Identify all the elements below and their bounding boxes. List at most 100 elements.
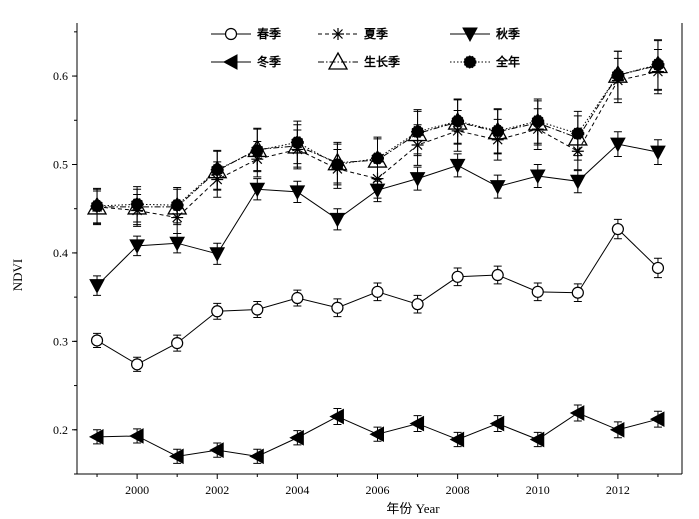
- legend-marker: [327, 51, 349, 70]
- axes-layer: 0.2 0.3 0.4 0.5 0.6 2000 2002 2004 2006 2008 2010 2…: [53, 31, 659, 497]
- x-tick-label: 2000: [125, 483, 149, 497]
- data-point: [409, 415, 425, 432]
- series-3: [88, 404, 665, 465]
- data-point: [249, 448, 264, 465]
- data-point: [569, 174, 586, 190]
- data-point: [291, 291, 304, 305]
- legend-label: 春季: [256, 26, 282, 41]
- data-point: [331, 301, 344, 314]
- data-point: [531, 114, 545, 128]
- data-point: [90, 199, 104, 213]
- x-tick-label: 2004: [285, 483, 309, 497]
- data-point: [89, 279, 105, 294]
- data-point: [451, 114, 465, 128]
- data-point: [209, 442, 224, 458]
- data-point: [611, 68, 625, 82]
- x-tick-label: 2008: [446, 483, 470, 497]
- data-point: [489, 415, 505, 432]
- data-point: [329, 212, 346, 228]
- data-point: [651, 58, 665, 72]
- data-point: [289, 185, 306, 200]
- plot-frame: [76, 23, 683, 475]
- legend-marker: [222, 54, 238, 70]
- data-point: [171, 337, 184, 350]
- legend-marker: [332, 28, 344, 40]
- data-point: [210, 163, 224, 177]
- data-point: [611, 222, 624, 236]
- data-point: [169, 448, 184, 465]
- data-point: [411, 298, 424, 311]
- legend-label: 秋季: [496, 26, 521, 41]
- series-layer: [86, 39, 669, 465]
- data-point: [571, 286, 584, 299]
- data-point: [489, 180, 506, 195]
- data-point: [571, 127, 585, 141]
- y-tick-label: 0.6: [53, 69, 68, 83]
- data-point: [88, 429, 104, 445]
- data-point: [651, 261, 665, 275]
- legend-entry-5: 全年: [450, 54, 520, 69]
- data-point: [129, 428, 144, 444]
- legend-entry-4: 生长季: [318, 51, 401, 70]
- x-tick-label: 2002: [205, 483, 229, 497]
- data-point: [491, 268, 504, 282]
- series-2: [89, 131, 666, 296]
- legend-entry-1: 夏季: [318, 26, 389, 41]
- y-tick-label: 0.4: [53, 246, 68, 260]
- y-tick-label: 0.2: [53, 423, 68, 437]
- legend-label: 全年: [495, 54, 520, 69]
- data-point: [371, 285, 384, 298]
- data-point: [409, 172, 426, 187]
- legend-label: 冬季: [257, 54, 282, 69]
- data-point: [250, 143, 264, 157]
- data-point: [251, 303, 264, 316]
- data-point: [649, 411, 665, 428]
- data-point: [370, 151, 384, 165]
- y-tick-label: 0.5: [53, 157, 68, 171]
- legend-marker: [463, 55, 477, 69]
- x-tick-label: 2012: [606, 483, 630, 497]
- legend-entry-3: 冬季: [211, 54, 282, 70]
- x-tick-label: 2006: [365, 483, 389, 497]
- data-point: [491, 124, 505, 138]
- data-point: [449, 431, 465, 448]
- data-point: [529, 431, 545, 448]
- data-point: [449, 158, 466, 174]
- x-axis-title: 年份 Year: [386, 501, 440, 516]
- legend-label: 生长季: [364, 54, 401, 69]
- legend-marker: [462, 27, 478, 43]
- legend-label: 夏季: [364, 26, 389, 41]
- data-point: [451, 270, 464, 283]
- legend-entry-2: 秋季: [450, 26, 521, 43]
- data-point: [531, 285, 544, 298]
- legend-entry-0: 春季: [211, 26, 282, 41]
- data-point: [329, 408, 344, 425]
- legend-marker: [224, 27, 238, 41]
- data-point: [569, 405, 585, 421]
- data-point: [169, 236, 186, 252]
- series-0: [90, 218, 665, 372]
- data-point: [369, 426, 384, 443]
- data-point: [609, 421, 625, 438]
- data-point: [411, 125, 425, 139]
- data-point: [529, 169, 546, 185]
- data-point: [249, 182, 266, 198]
- data-point: [130, 197, 144, 211]
- data-point: [610, 137, 626, 153]
- data-point: [90, 334, 104, 347]
- data-point: [209, 247, 226, 262]
- x-tick-label: 2010: [526, 483, 550, 497]
- data-point: [211, 305, 224, 318]
- y-axis-title: NDVI: [10, 259, 25, 292]
- data-point: [290, 135, 304, 149]
- data-point: [129, 239, 145, 254]
- data-point: [650, 145, 666, 161]
- series-5: [90, 39, 665, 225]
- y-tick-label: 0.3: [53, 334, 68, 348]
- data-point: [130, 358, 144, 371]
- data-point: [330, 157, 344, 171]
- data-point: [170, 198, 184, 212]
